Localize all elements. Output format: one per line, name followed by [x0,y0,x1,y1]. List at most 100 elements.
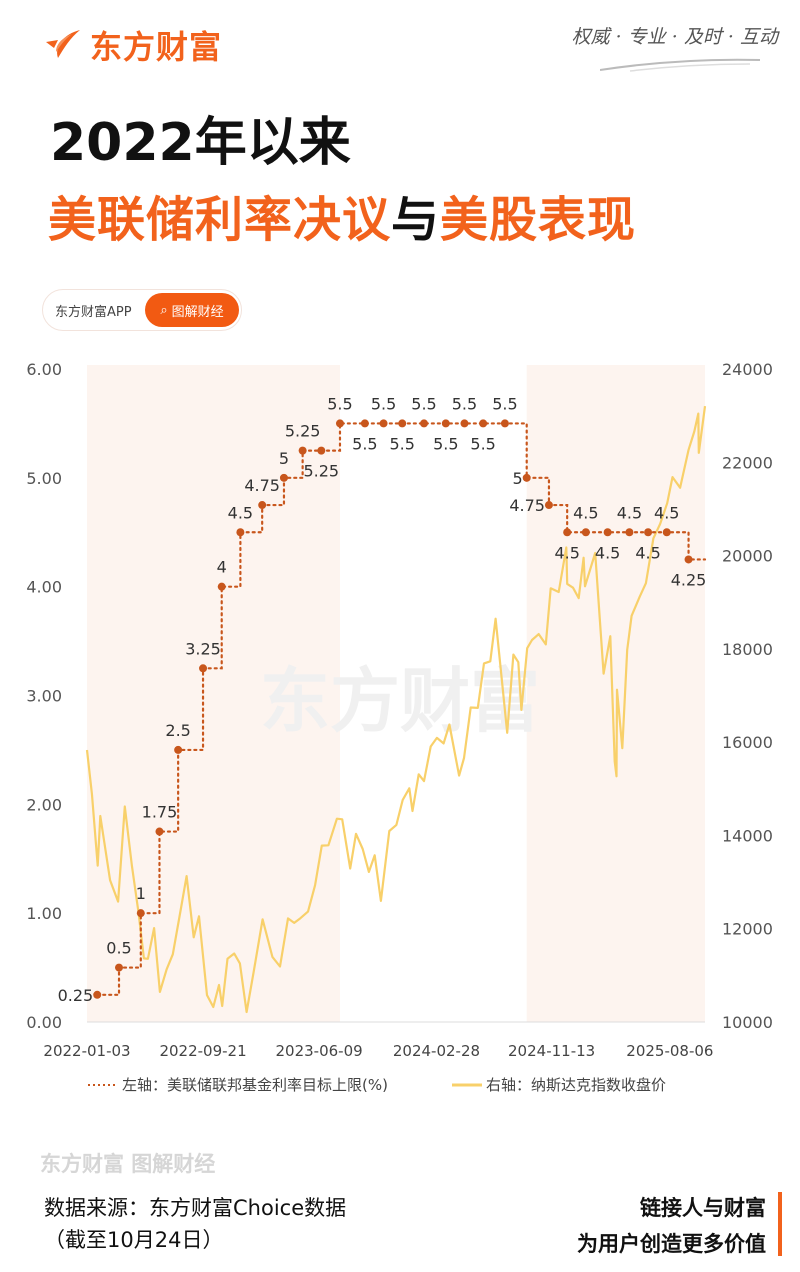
left-tick-label: 3.00 [26,687,62,706]
legend-rate-label: 左轴：美联储联邦基金利率目标上限(%) [122,1076,388,1094]
shaded-period [526,365,705,1022]
rate-point [603,528,612,537]
tagline: 链接人与财富 为用户创造更多价值 [577,1190,766,1262]
rate-data-label: 4.25 [671,570,707,589]
tujie-button[interactable]: ⌕ 图解财经 [145,293,239,327]
nasdaq-line [85,405,707,1014]
x-tick-label: 2024-11-13 [508,1042,595,1060]
rate-data-label: 4.5 [554,543,579,562]
rate-data-label: 5.25 [285,422,321,441]
rate-data-label: 5.5 [470,434,495,453]
tagline-1: 链接人与财富 [640,1196,766,1220]
x-tick-label: 2024-02-28 [393,1042,480,1060]
rate-point [398,419,407,428]
app-name: 东方财富APP [55,304,132,320]
x-tick-label: 2022-09-21 [159,1042,246,1060]
rate-data-label: 5.5 [411,394,436,413]
rate-data-label: 4 [217,558,227,577]
rate-data-label: 4.75 [244,476,280,495]
rate-data-label: 5.5 [352,434,377,453]
rate-point [441,419,450,428]
chart: 东方财富0.001.002.003.004.005.006.0010000120… [26,360,773,1094]
rate-point [644,528,653,537]
left-tick-label: 1.00 [26,904,62,923]
rate-data-label: 5 [279,449,289,468]
logo-flame-icon [46,30,80,58]
rate-point [581,528,590,537]
rate-data-label: 1.75 [142,803,178,822]
rate-point [544,501,553,510]
rate-data-label: 5.5 [433,434,458,453]
rate-point [136,909,145,918]
right-tick-label: 12000 [722,920,773,939]
accent-bar [778,1192,782,1256]
rate-point [684,555,693,564]
chart-watermark: 东方财富 [260,660,540,742]
right-tick-label: 18000 [722,640,773,659]
rate-point [93,990,102,999]
right-tick-label: 10000 [722,1013,773,1032]
rate-point [155,827,164,836]
footer-watermark: 东方财富 图解财经 [40,1152,216,1176]
left-tick-label: 5.00 [26,469,62,488]
rate-point [217,582,226,591]
rate-data-label: 4.5 [635,543,660,562]
rate-data-label: 3.25 [185,639,221,658]
title-part-b: 与 [391,192,441,248]
rate-data-label: 5.5 [452,394,477,413]
rate-point [522,473,531,482]
rate-point [379,419,388,428]
x-tick-label: 2022-01-03 [43,1042,130,1060]
rate-step-line [96,422,707,996]
rate-data-label: 4.5 [228,503,253,522]
legend-nasdaq-label: 右轴：纳斯达克指数收盘价 [486,1076,666,1094]
x-tick-label: 2025-08-06 [626,1042,713,1060]
title-line-2: 美联储利率决议与美股表现 [48,180,636,250]
x-tick-label: 2023-06-09 [275,1042,362,1060]
logo-text: 东方财富 [90,28,223,66]
right-tick-label: 20000 [722,547,773,566]
title-part-a: 美联储利率决议 [48,192,392,248]
data-source: 数据来源：东方财富Choice数据 （截至10月24日） [44,1192,346,1256]
rate-data-label: 5.5 [492,394,517,413]
title-line-1: 2022年以来 [50,113,351,173]
app-pill: 东方财富APP ⌕ 图解财经 [42,289,242,331]
date-note: （截至10月24日） [44,1228,224,1252]
rate-point [335,419,344,428]
rate-data-label: 0.5 [106,939,131,958]
rate-point [460,419,469,428]
rate-data-label: 4.5 [617,503,642,522]
shaded-period [87,365,340,1022]
right-tick-label: 14000 [722,826,773,845]
rate-point [420,419,429,428]
brand-logo: 东方财富 [44,22,222,68]
right-tick-label: 22000 [722,453,773,472]
rate-data-label: 1 [136,884,146,903]
right-tick-label: 24000 [722,360,773,379]
rate-point [174,745,183,754]
rate-data-label: 5 [513,469,523,488]
rate-data-label: 0.25 [58,986,94,1005]
rate-point [199,664,208,673]
rate-point [279,473,288,482]
title-part-c: 美股表现 [440,192,637,248]
left-tick-label: 4.00 [26,578,62,597]
left-tick-label: 2.00 [26,795,62,814]
rate-point [360,419,369,428]
rate-point [258,501,267,510]
rate-data-label: 5.5 [371,394,396,413]
rate-data-label: 5.5 [327,394,352,413]
rate-point [479,419,488,428]
rate-point [236,528,245,537]
search-icon: ⌕ [160,302,168,318]
rate-data-label: 5.5 [389,434,414,453]
rate-point [625,528,634,537]
rate-point [317,446,326,455]
slogan: 权威 · 专业 · 及时 · 互动 [571,26,778,48]
rate-data-label: 4.5 [573,503,598,522]
rate-data-label: 2.5 [165,721,190,740]
rate-point [298,446,307,455]
right-tick-label: 16000 [722,733,773,752]
rate-point [563,528,572,537]
tujie-label: 图解财经 [171,304,224,320]
